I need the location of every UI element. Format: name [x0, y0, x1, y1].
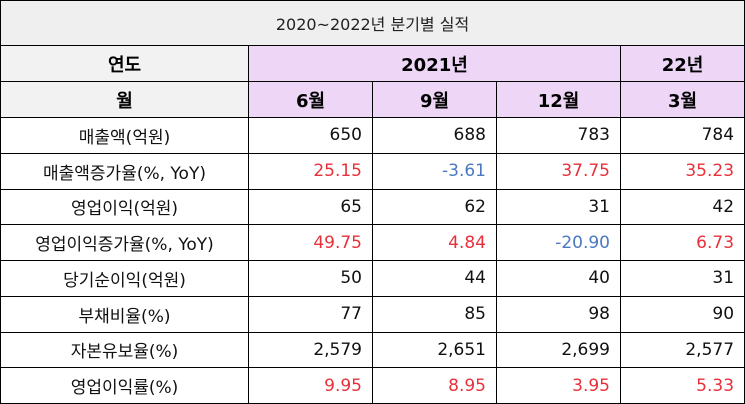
- table-row: 부채비율(%) 77 85 98 90: [0, 295, 745, 333]
- title-row: 2020~2022년 분기별 실적: [0, 0, 745, 46]
- value-cell: 5.33: [619, 367, 745, 404]
- value-cell: -3.61: [372, 152, 497, 190]
- table-row: 영업이익률(%) 9.95 8.95 3.95 5.33: [0, 367, 745, 404]
- year-22-header: 22년: [619, 45, 745, 82]
- table-row: 매출액증가율(%, YoY) 25.15 -3.61 37.75 35.23: [0, 152, 745, 190]
- value-cell: 40: [496, 260, 621, 297]
- month-header-cell: 3월: [619, 81, 745, 118]
- value-cell: 3.95: [496, 367, 621, 404]
- row-label: 당기순이익(억원): [0, 260, 249, 297]
- value-cell: 2,577: [619, 331, 745, 369]
- value-cell: 2,579: [248, 331, 373, 369]
- row-label: 부채비율(%): [0, 295, 249, 333]
- month-header-label: 월: [0, 81, 249, 118]
- year-header-label: 연도: [0, 45, 249, 82]
- value-cell: 8.95: [372, 367, 497, 404]
- value-cell: 783: [496, 117, 621, 154]
- value-cell: 784: [619, 117, 745, 154]
- value-cell: 6.73: [619, 224, 745, 261]
- row-label: 영업이익증가율(%, YoY): [0, 224, 249, 261]
- value-cell: 85: [372, 295, 497, 333]
- value-cell: 49.75: [248, 224, 373, 261]
- month-header-cell: 12월: [496, 81, 621, 118]
- row-label: 자본유보율(%): [0, 331, 249, 369]
- value-cell: 50: [248, 260, 373, 297]
- value-cell: 688: [372, 117, 497, 154]
- value-cell: 44: [372, 260, 497, 297]
- table-row: 영업이익(억원) 65 62 31 42: [0, 188, 745, 226]
- month-header-cell: 6월: [248, 81, 373, 118]
- row-label: 매출액증가율(%, YoY): [0, 152, 249, 190]
- table-row: 자본유보율(%) 2,579 2,651 2,699 2,577: [0, 331, 745, 369]
- row-label: 영업이익(억원): [0, 188, 249, 226]
- value-cell: 42: [619, 188, 745, 226]
- value-cell: 90: [619, 295, 745, 333]
- value-cell: 9.95: [248, 367, 373, 404]
- value-cell: 2,651: [372, 331, 497, 369]
- year-header-row: 연도 2021년 22년: [0, 45, 745, 82]
- table-row: 당기순이익(억원) 50 44 40 31: [0, 260, 745, 297]
- value-cell: 650: [248, 117, 373, 154]
- value-cell: 31: [496, 188, 621, 226]
- table-row: 매출액(억원) 650 688 783 784: [0, 117, 745, 154]
- value-cell: 4.84: [372, 224, 497, 261]
- data-rows: 매출액(억원) 650 688 783 784 매출액증가율(%, YoY) 25.15 -3…: [0, 117, 745, 404]
- month-header-cell: 9월: [372, 81, 497, 118]
- value-cell: 35.23: [619, 152, 745, 190]
- value-cell: 62: [372, 188, 497, 226]
- value-cell: 37.75: [496, 152, 621, 190]
- value-cell: 31: [619, 260, 745, 297]
- value-cell: 2,699: [496, 331, 621, 369]
- value-cell: 65: [248, 188, 373, 226]
- table-title: 2020~2022년 분기별 실적: [0, 0, 745, 46]
- row-label: 매출액(억원): [0, 117, 249, 154]
- value-cell: 77: [248, 295, 373, 333]
- value-cell: -20.90: [496, 224, 621, 261]
- table-row: 영업이익증가율(%, YoY) 49.75 4.84 -20.90 6.73: [0, 224, 745, 261]
- value-cell: 98: [496, 295, 621, 333]
- row-label: 영업이익률(%): [0, 367, 249, 404]
- value-cell: 25.15: [248, 152, 373, 190]
- month-header-row: 월 6월 9월 12월 3월: [0, 81, 745, 118]
- year-2021-header: 2021년: [248, 45, 621, 82]
